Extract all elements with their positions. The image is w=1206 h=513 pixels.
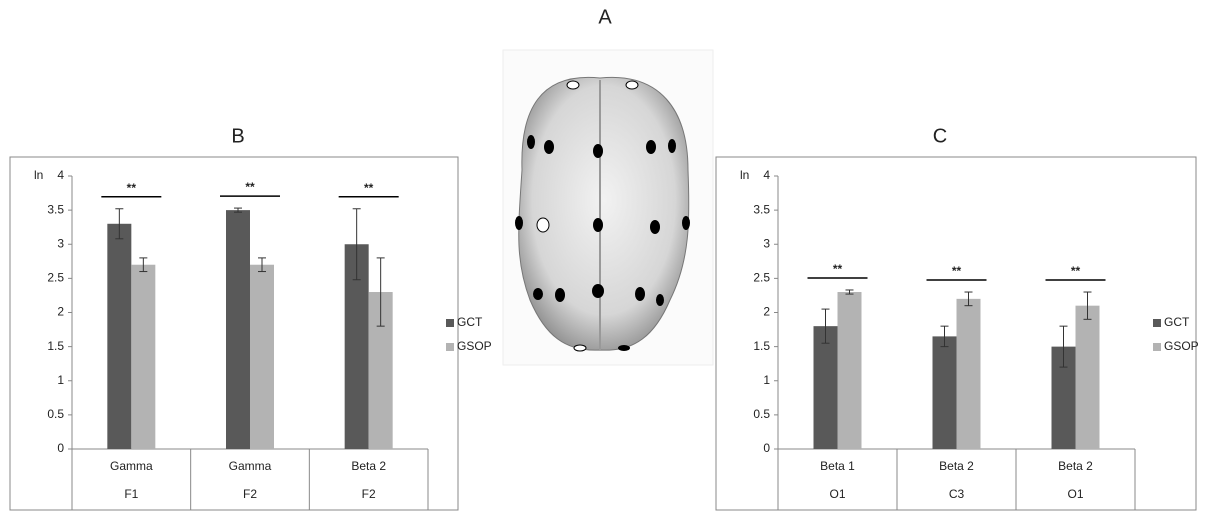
bar: [250, 264, 274, 449]
y-tick-label: 2: [763, 305, 770, 319]
electrodes: [515, 135, 690, 351]
chart-frame: [715, 156, 1197, 511]
legend-swatch: [1153, 319, 1161, 327]
y-axis-label: ln: [34, 168, 43, 182]
x-tick-label: Beta 2: [939, 459, 974, 473]
error-bar: [139, 257, 148, 273]
group-label: O1: [829, 487, 845, 501]
legend-swatch: [446, 343, 454, 351]
error-bar: [1059, 325, 1068, 368]
significance-label: **: [1071, 264, 1081, 278]
chart-title: C: [933, 125, 947, 147]
bar: [107, 223, 132, 449]
x-tick-label: Beta 2: [1058, 459, 1093, 473]
error-bar: [376, 257, 385, 327]
legend-label: GSOP: [457, 339, 492, 353]
x-tick-label: Gamma: [110, 459, 153, 473]
error-bar: [352, 208, 361, 281]
error-bar: [234, 207, 242, 213]
error-bar: [1083, 291, 1092, 320]
y-tick-label: 2: [57, 305, 64, 319]
error-bar: [258, 257, 266, 273]
y-axis-label: ln: [740, 168, 749, 182]
y-tick-label: 3.5: [47, 202, 64, 216]
electrodes-open: [536, 80, 639, 352]
significance-label: **: [127, 181, 137, 195]
y-tick-label: 1.5: [47, 339, 64, 353]
bar: [837, 292, 862, 449]
error-bar: [821, 308, 830, 344]
bar: [813, 326, 838, 449]
y-tick-label: 4: [57, 168, 64, 182]
y-tick-label: 0: [57, 441, 64, 455]
legend-label: GCT: [1164, 315, 1190, 329]
significance-label: **: [833, 262, 843, 276]
y-tick-label: 3: [57, 236, 64, 250]
x-tick-label: Beta 1: [820, 459, 855, 473]
group-label: F1: [124, 487, 138, 501]
error-bar: [845, 289, 854, 295]
y-tick-label: 1.5: [753, 339, 770, 353]
bar: [131, 264, 156, 449]
panel-label: A: [598, 6, 612, 28]
bar: [1075, 305, 1100, 449]
legend-swatch: [1153, 343, 1161, 351]
y-tick-label: 1: [763, 373, 770, 387]
error-bar: [115, 208, 124, 240]
brain-map: [502, 49, 714, 366]
bar: [226, 210, 250, 449]
significance-label: **: [245, 180, 255, 194]
legend-label: GCT: [457, 315, 483, 329]
legend-swatch: [446, 319, 454, 327]
group-label: F2: [243, 487, 257, 501]
group-label: C3: [949, 487, 965, 501]
bar: [932, 336, 957, 449]
group-label: O1: [1067, 487, 1083, 501]
significance-label: **: [364, 181, 374, 195]
y-tick-label: 2.5: [753, 271, 770, 285]
error-bar: [940, 325, 949, 348]
y-tick-label: 0: [763, 441, 770, 455]
y-tick-label: 2.5: [47, 271, 64, 285]
chart-title: B: [231, 125, 244, 147]
y-tick-label: 0.5: [753, 407, 770, 421]
y-tick-label: 1: [57, 373, 64, 387]
x-tick-label: Gamma: [229, 459, 272, 473]
y-tick-label: 3.5: [753, 202, 770, 216]
significance-label: **: [952, 264, 962, 278]
error-bar: [964, 291, 973, 307]
y-tick-label: 0.5: [47, 407, 64, 421]
x-tick-label: Beta 2: [351, 459, 386, 473]
y-tick-label: 3: [763, 236, 770, 250]
brain: [518, 76, 690, 351]
y-tick-label: 4: [763, 168, 770, 182]
legend-label: GSOP: [1164, 339, 1199, 353]
bar: [956, 298, 981, 449]
chart-frame: [9, 156, 459, 511]
group-label: F2: [362, 487, 376, 501]
